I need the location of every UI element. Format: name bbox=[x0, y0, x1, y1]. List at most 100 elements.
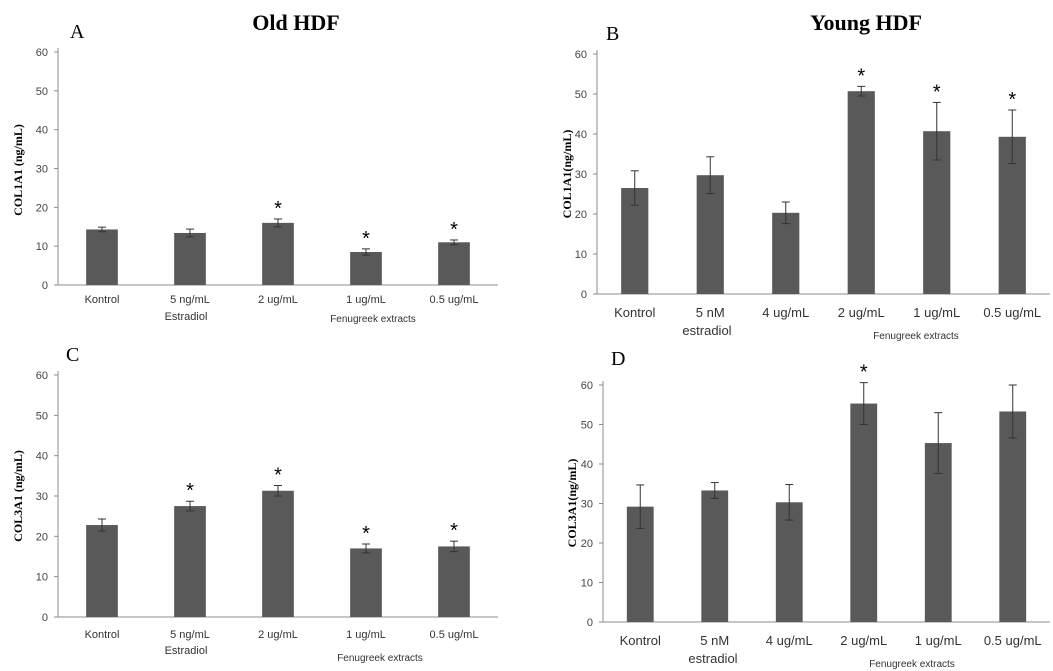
y-tick-label: 60 bbox=[36, 47, 48, 59]
bar bbox=[772, 212, 800, 294]
bar bbox=[350, 251, 382, 285]
y-tick-label: 20 bbox=[575, 209, 587, 221]
y-tick-label: 10 bbox=[575, 249, 587, 261]
bar bbox=[701, 490, 729, 622]
x-tick-label: 1 ug/mL bbox=[913, 305, 960, 320]
y-tick-label: 30 bbox=[575, 169, 587, 181]
y-tick-label: 50 bbox=[36, 410, 48, 422]
bar bbox=[86, 525, 118, 617]
x-tick-label: 2 ug/mL bbox=[258, 629, 298, 641]
significance-marker: * bbox=[186, 480, 194, 502]
panel-letter: D bbox=[611, 348, 625, 370]
x-tick-label: 2 ug/mL bbox=[838, 305, 885, 320]
y-tick-label: 10 bbox=[36, 241, 48, 253]
bar bbox=[262, 490, 294, 617]
y-axis-label: COL3A1 (ng/mL) bbox=[11, 450, 25, 542]
significance-marker: * bbox=[1008, 89, 1016, 111]
group-label: Fenugreek extracts bbox=[330, 314, 416, 325]
significance-marker: * bbox=[933, 81, 941, 103]
significance-marker: * bbox=[860, 362, 868, 384]
y-tick-label: 20 bbox=[581, 538, 593, 550]
x-tick-label: 1 ug/mL bbox=[915, 633, 962, 648]
bar bbox=[696, 175, 724, 294]
bar bbox=[350, 548, 382, 617]
group-label: Fenugreek extracts bbox=[873, 331, 959, 342]
bar bbox=[847, 91, 875, 294]
bar bbox=[174, 506, 206, 617]
y-tick-label: 60 bbox=[575, 49, 587, 61]
y-tick-label: 0 bbox=[42, 280, 48, 292]
x-tick-label: 2 ug/mL bbox=[258, 294, 298, 306]
group-label: Fenugreek extracts bbox=[337, 653, 423, 664]
group-label: Estradiol bbox=[165, 645, 208, 657]
bar bbox=[438, 546, 470, 617]
x-tick-label: Kontrol bbox=[620, 633, 661, 648]
y-axis-label: COL1A1(ng/mL) bbox=[560, 130, 574, 219]
x-tick-label: 1 ug/mL bbox=[346, 629, 386, 641]
y-tick-label: 10 bbox=[581, 578, 593, 590]
x-tick-label: 5 nM bbox=[696, 305, 725, 320]
y-tick-label: 30 bbox=[36, 491, 48, 503]
y-tick-label: 20 bbox=[36, 531, 48, 543]
group-label: estradiol bbox=[682, 323, 731, 338]
x-tick-label: 1 ug/mL bbox=[346, 294, 386, 306]
bar bbox=[262, 222, 294, 285]
x-tick-label: 5 ng/mL bbox=[170, 294, 210, 306]
y-tick-label: 30 bbox=[581, 499, 593, 511]
significance-marker: * bbox=[362, 228, 370, 250]
bar bbox=[174, 232, 206, 285]
bar bbox=[775, 502, 803, 622]
significance-marker: * bbox=[274, 198, 282, 220]
x-tick-label: Kontrol bbox=[85, 294, 120, 306]
y-axis-label: COL1A1 (ng/mL) bbox=[11, 124, 25, 216]
y-tick-label: 50 bbox=[36, 86, 48, 98]
x-tick-label: 4 ug/mL bbox=[762, 305, 809, 320]
y-tick-label: 50 bbox=[581, 420, 593, 432]
significance-marker: * bbox=[362, 523, 370, 545]
x-tick-label: 5 nM bbox=[700, 633, 729, 648]
bar bbox=[438, 242, 470, 285]
y-tick-label: 50 bbox=[575, 89, 587, 101]
title-young-hdf: Young HDF bbox=[810, 10, 922, 35]
y-tick-label: 60 bbox=[581, 380, 593, 392]
y-axis-label: COL3A1(ng/mL) bbox=[565, 459, 579, 548]
x-tick-label: 0.5 ug/mL bbox=[430, 629, 479, 641]
x-tick-label: 4 ug/mL bbox=[766, 633, 813, 648]
chart-panel-c: C COL3A1 (ng/mL) 0 10 20 30 40 50 60 Kontrol * 5 ng… bbox=[11, 344, 498, 664]
x-tick-label: 0.5 ug/mL bbox=[983, 305, 1041, 320]
bar bbox=[850, 403, 878, 622]
x-tick-label: 0.5 ug/mL bbox=[430, 294, 479, 306]
y-tick-label: 60 bbox=[36, 370, 48, 382]
y-tick-label: 0 bbox=[42, 612, 48, 624]
x-tick-label: 0.5 ug/mL bbox=[984, 633, 1042, 648]
panel-letter: A bbox=[70, 21, 85, 43]
bar bbox=[999, 411, 1027, 622]
x-tick-label: Kontrol bbox=[614, 305, 655, 320]
panel-letter: C bbox=[66, 344, 79, 366]
y-tick-label: 0 bbox=[581, 289, 587, 301]
significance-marker: * bbox=[450, 520, 458, 542]
x-tick-label: 2 ug/mL bbox=[840, 633, 887, 648]
y-tick-label: 40 bbox=[36, 125, 48, 137]
significance-marker: * bbox=[274, 465, 282, 487]
y-tick-label: 30 bbox=[36, 164, 48, 176]
y-tick-label: 0 bbox=[587, 617, 593, 629]
y-tick-label: 40 bbox=[575, 129, 587, 141]
chart-panel-a: A COL1A1 (ng/mL) 0 10 20 30 40 50 60 Kontrol 5 ng/… bbox=[11, 21, 498, 325]
group-label: Fenugreek extracts bbox=[869, 659, 955, 670]
x-tick-label: Kontrol bbox=[85, 629, 120, 641]
chart-panel-b: B COL1A1(ng/mL) 0 10 20 30 40 50 60 Kontrol 5 nM 4 … bbox=[560, 23, 1050, 342]
bar bbox=[86, 229, 118, 285]
group-label: estradiol bbox=[688, 651, 737, 666]
chart-panel-d: D COL3A1(ng/mL) 0 10 20 30 40 50 60 Kontrol 5 nM 4 … bbox=[565, 348, 1050, 670]
y-tick-label: 40 bbox=[36, 451, 48, 463]
title-old-hdf: Old HDF bbox=[252, 10, 339, 35]
significance-marker: * bbox=[857, 65, 865, 87]
group-label: Estradiol bbox=[165, 311, 208, 323]
y-tick-label: 20 bbox=[36, 202, 48, 214]
panel-letter: B bbox=[606, 23, 619, 45]
y-tick-label: 40 bbox=[581, 459, 593, 471]
significance-marker: * bbox=[450, 219, 458, 241]
y-tick-label: 10 bbox=[36, 572, 48, 584]
